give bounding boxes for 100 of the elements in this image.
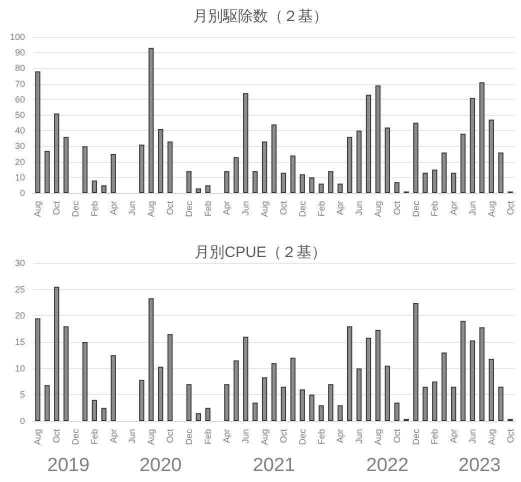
x-tick-label: Feb bbox=[430, 429, 440, 445]
x-tick-label: Jun bbox=[127, 429, 138, 444]
chart-title: 月別CPUE（２基） bbox=[194, 244, 326, 261]
bar bbox=[139, 380, 144, 421]
x-tick-label: Dec bbox=[70, 200, 81, 218]
bar bbox=[442, 352, 447, 421]
x-tick-label: Apr bbox=[448, 429, 459, 444]
bar bbox=[375, 330, 381, 421]
x-tick-label: Oct bbox=[392, 200, 402, 216]
bar bbox=[63, 136, 69, 193]
bar bbox=[488, 120, 494, 193]
y-tick-label: 10 bbox=[14, 172, 25, 182]
bar bbox=[422, 172, 428, 193]
x-tick-label: Aug bbox=[260, 201, 270, 218]
bar bbox=[92, 180, 98, 193]
bar bbox=[328, 171, 334, 193]
x-tick-label: Aug bbox=[486, 201, 496, 218]
x-tick-label: Oct bbox=[392, 428, 402, 444]
x-tick-label: Oct bbox=[165, 200, 176, 216]
bar bbox=[101, 185, 106, 193]
x-tick-label: Feb bbox=[316, 429, 326, 445]
bar bbox=[186, 384, 192, 421]
bar bbox=[252, 402, 258, 421]
y-tick-label: 100 bbox=[10, 32, 25, 42]
y-tick-label: 30 bbox=[14, 258, 25, 268]
bar bbox=[243, 336, 248, 421]
bar bbox=[271, 363, 277, 421]
y-tick-label: 20 bbox=[14, 310, 25, 321]
y-tick-label: 10 bbox=[14, 363, 25, 374]
bar bbox=[252, 171, 258, 193]
x-tick-label: Oct bbox=[165, 428, 176, 444]
x-tick-label: Aug bbox=[372, 429, 383, 446]
y-tick-label: 0 bbox=[20, 188, 25, 198]
bar bbox=[54, 113, 60, 193]
bar bbox=[196, 413, 201, 421]
x-tick-label: Feb bbox=[430, 201, 440, 217]
bar bbox=[479, 82, 485, 193]
bar bbox=[460, 320, 466, 421]
x-tick-label: Feb bbox=[202, 429, 213, 445]
x-tick-label: Apr bbox=[335, 429, 346, 444]
x-tick-label: Oct bbox=[505, 200, 516, 216]
bar bbox=[366, 338, 372, 421]
bar bbox=[384, 127, 390, 193]
y-tick-label: 60 bbox=[14, 94, 25, 104]
bar bbox=[470, 340, 476, 421]
bar bbox=[82, 342, 88, 421]
bar bbox=[205, 408, 210, 421]
x-tick-label: Dec bbox=[70, 428, 81, 446]
x-tick-label: Jun bbox=[354, 201, 364, 216]
bar bbox=[224, 384, 230, 421]
bar bbox=[338, 405, 343, 421]
y-tick-label: 50 bbox=[14, 110, 25, 120]
bar bbox=[262, 377, 268, 421]
x-tick-label: Jun bbox=[467, 201, 478, 216]
chart-title: 月別駆除数（２基） bbox=[193, 8, 328, 25]
bar bbox=[290, 156, 296, 193]
bar bbox=[300, 389, 305, 421]
x-tick-label: Dec bbox=[184, 428, 194, 446]
bar bbox=[92, 400, 98, 421]
x-tick-label: Feb bbox=[89, 429, 100, 445]
x-tick-label: Dec bbox=[410, 200, 421, 218]
x-tick-label: Dec bbox=[184, 200, 194, 218]
text: 2021 bbox=[252, 455, 296, 476]
y-tick-label: 90 bbox=[14, 48, 25, 58]
bar bbox=[309, 394, 314, 421]
y-tick-label: 40 bbox=[14, 126, 25, 136]
x-tick-label: Aug bbox=[146, 201, 156, 218]
bar bbox=[338, 184, 343, 193]
bar bbox=[394, 182, 400, 193]
x-tick-label: Dec bbox=[297, 200, 308, 218]
bar bbox=[234, 157, 239, 193]
bar bbox=[139, 144, 144, 193]
bar bbox=[450, 172, 456, 193]
x-tick-label: Jun bbox=[127, 201, 138, 216]
x-tick-label: Dec bbox=[410, 428, 421, 446]
bar bbox=[498, 386, 504, 421]
y-tick-label: 5 bbox=[20, 390, 25, 400]
bar bbox=[148, 48, 154, 193]
bar bbox=[347, 136, 352, 193]
bar bbox=[148, 298, 154, 421]
bar bbox=[35, 71, 40, 193]
bar bbox=[158, 366, 164, 421]
bar bbox=[328, 384, 334, 421]
bar bbox=[186, 171, 192, 193]
bar bbox=[44, 385, 50, 421]
bar bbox=[442, 152, 447, 193]
bar bbox=[243, 93, 248, 193]
bar bbox=[375, 85, 381, 193]
bar bbox=[413, 122, 418, 193]
bar bbox=[205, 185, 210, 193]
bar bbox=[271, 124, 277, 193]
x-tick-label: Jun bbox=[354, 429, 364, 444]
x-tick-label: Oct bbox=[278, 428, 288, 444]
bar bbox=[44, 150, 50, 193]
y-tick-label: 70 bbox=[14, 78, 25, 89]
bar bbox=[460, 134, 466, 193]
bar bbox=[167, 334, 173, 421]
bar bbox=[290, 358, 296, 421]
y-tick-label: 80 bbox=[14, 63, 25, 74]
bar bbox=[82, 146, 88, 193]
